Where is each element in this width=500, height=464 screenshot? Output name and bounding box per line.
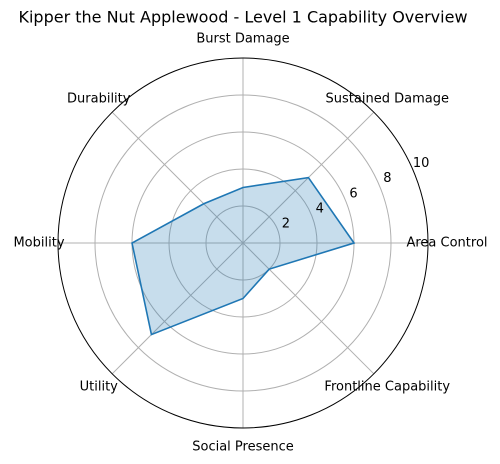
r-tick-label: 4 bbox=[316, 201, 324, 216]
category-label: Mobility bbox=[13, 236, 64, 251]
r-tick-label: 6 bbox=[349, 186, 357, 201]
category-label: Durability bbox=[67, 91, 131, 106]
chart-title: Kipper the Nut Applewood - Level 1 Capab… bbox=[18, 8, 467, 27]
spoke bbox=[111, 242, 244, 375]
category-label: Area Control bbox=[406, 236, 487, 251]
r-tick-label: 2 bbox=[282, 216, 290, 231]
r-tick-label: 10 bbox=[413, 156, 430, 171]
category-label: Frontline Capability bbox=[324, 380, 450, 395]
outer-frame bbox=[57, 57, 429, 429]
category-label: Burst Damage bbox=[196, 32, 289, 47]
r-tick-label: 8 bbox=[383, 171, 391, 186]
category-label: Utility bbox=[80, 380, 119, 395]
category-label: Sustained Damage bbox=[326, 91, 449, 106]
spoke bbox=[242, 242, 375, 375]
spoke bbox=[111, 111, 244, 244]
data-area bbox=[131, 176, 356, 336]
category-label: Social Presence bbox=[192, 440, 294, 455]
